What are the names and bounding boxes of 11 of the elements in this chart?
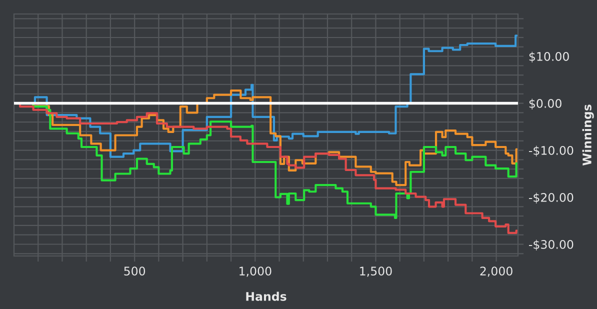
- y-tick-label: -$20.00: [528, 192, 574, 204]
- y-axis-title: Winnings: [582, 104, 594, 166]
- x-tick-label: 1,000: [240, 266, 272, 277]
- x-tick-label: 500: [124, 266, 146, 276]
- y-tick-label: -$10.00: [528, 146, 574, 156]
- x-axis-title: Hands: [246, 292, 286, 301]
- x-tick-label: 2,000: [480, 266, 512, 277]
- y-tick-label: $10.00: [529, 52, 569, 63]
- x-tick-label: 1,500: [360, 266, 392, 277]
- y-tick-label: $0.00: [529, 98, 562, 110]
- y-tick-label: -$30.00: [528, 240, 574, 250]
